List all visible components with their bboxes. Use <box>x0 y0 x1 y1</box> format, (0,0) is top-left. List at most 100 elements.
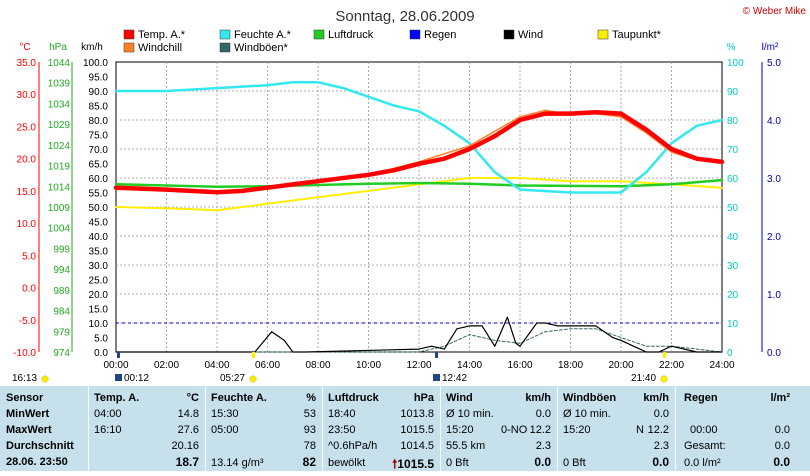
row-label-avg: Durchschnitt <box>6 440 74 452</box>
wind-tick-label: 25.0 <box>89 276 109 287</box>
time-tick-label: 10:00 <box>356 360 381 371</box>
pressure-tick-label: 1004 <box>48 224 71 235</box>
wind-tick-label: 75.0 <box>89 131 109 142</box>
temp-min: 14.8 <box>177 408 199 420</box>
rain-tick-label: 4.0 <box>767 116 781 127</box>
pressure-avg: 1014.5 <box>400 440 434 452</box>
pressure-min-time: 18:40 <box>328 408 356 420</box>
wind-tick-label: 15.0 <box>89 305 109 316</box>
gusts-max-direction: N <box>636 424 644 436</box>
moon-tick <box>117 352 120 358</box>
wind-tick-label: 95.0 <box>89 73 109 84</box>
time-tick-label: 04:00 <box>204 360 229 371</box>
time-tick-label: 20:00 <box>608 360 633 371</box>
temp-unit-label: °C <box>186 392 199 404</box>
axis-units: °C hPa km/h % l/m² <box>19 42 779 53</box>
rain-tick-label: 5.0 <box>767 58 781 69</box>
wind-tick-label: 45.0 <box>89 218 109 229</box>
weather-chart: Sonntag, 28.06.2009 © Weber Mike Temp. A… <box>12 6 806 384</box>
humidity-tick-label: 10 <box>727 319 739 330</box>
legend-label: Windchill <box>138 42 182 54</box>
legend-label: Feuchte A.* <box>234 29 292 41</box>
legend-label: Wind <box>518 29 543 41</box>
temp-tick-label: 35.0 <box>17 58 37 69</box>
rain-total: 0.0 <box>774 440 790 452</box>
humidity-tick-label: 30 <box>727 261 739 272</box>
pressure-tick-label: 974 <box>53 348 70 359</box>
gusts-current: 0.0 <box>652 455 669 469</box>
wind-tick-label: 5.0 <box>94 334 108 345</box>
temp-tick-label: 0.0 <box>22 284 36 295</box>
moonset-icon <box>433 374 440 381</box>
humidity-max-time: 05:00 <box>211 424 239 436</box>
temp-tick-label: -10.0 <box>13 348 36 359</box>
moonrise-icon <box>115 374 122 381</box>
pressure-unit-label: hPa <box>413 392 434 404</box>
rain-total-label: Gesamt: <box>684 440 726 452</box>
time-tick-label: 08:00 <box>305 360 330 371</box>
humidity-unit: % <box>727 42 736 53</box>
rain-current: 0.0 <box>773 455 790 469</box>
left-time-label: 16:13 <box>12 373 37 384</box>
time-tick-label: 06:00 <box>255 360 280 371</box>
humidity-tick-label: 0 <box>727 348 733 359</box>
temp-tick-label: 25.0 <box>17 122 37 133</box>
temp-header: Temp. A. <box>94 392 140 404</box>
wind-tick-label: 100.0 <box>83 58 108 69</box>
gusts-beaufort: 0 Bft <box>563 457 586 469</box>
temp-tick-label: 30.0 <box>17 90 37 101</box>
sun-tick <box>663 352 666 358</box>
wind-tick-label: 85.0 <box>89 102 109 113</box>
temp-current: 18.7 <box>175 455 199 469</box>
humidity-tick-label: 20 <box>727 290 739 301</box>
temp-avg: 20.16 <box>171 440 199 452</box>
humidity-tick-label: 100 <box>727 58 744 69</box>
legend-swatch <box>219 42 231 53</box>
sun-tick <box>252 352 255 358</box>
pressure-max-time: 23:50 <box>328 424 356 436</box>
pressure-tick-label: 994 <box>53 265 70 276</box>
humidity-tick-label: 60 <box>727 174 739 185</box>
temp-max-time: 16:10 <box>94 424 122 436</box>
wind-avg10: 0.0 <box>535 408 551 420</box>
pressure-unit: hPa <box>49 42 67 53</box>
wind-tick-label: 80.0 <box>89 116 109 127</box>
pressure-current-wrap: 🠕1015.5 <box>392 455 434 476</box>
humidity-avg: 78 <box>303 440 316 452</box>
wind-unit: km/h <box>81 42 103 53</box>
pressure-trend: ^0.6hPa/h <box>328 440 378 452</box>
wind-tick-label: 10.0 <box>89 319 109 330</box>
temp-unit: °C <box>19 42 30 53</box>
humidity-min: 53 <box>303 408 316 420</box>
sunrise-time: 05:27 <box>220 373 245 384</box>
row-label-sensor: Sensor <box>6 392 44 404</box>
row-label-current: 28.06. 23:50 <box>6 456 68 468</box>
series-line-wind <box>115 316 723 353</box>
legend-swatch <box>409 29 421 40</box>
humidity-tick-label: 80 <box>727 116 739 127</box>
rain-tick-label: 2.0 <box>767 232 781 243</box>
chart-title: Sonntag, 28.06.2009 <box>335 8 474 25</box>
moonrise-time: 00:12 <box>124 373 149 384</box>
row-label-min: MinWert <box>6 408 50 420</box>
time-tick-label: 12:00 <box>406 360 431 371</box>
series-line-luftdruck <box>114 178 724 188</box>
sunset-time: 21:40 <box>631 373 656 384</box>
wind-tick-label: 35.0 <box>89 247 109 258</box>
legend-swatch <box>503 29 515 40</box>
legend-swatch <box>597 29 609 40</box>
moonset-time: 12:42 <box>442 373 467 384</box>
humidity-tick-label: 70 <box>727 145 739 156</box>
wind-tick-label: 65.0 <box>89 160 109 171</box>
humidity-header: Feuchte A. <box>211 392 267 404</box>
series-line-taupunkt <box>115 177 723 212</box>
legend-label: Luftdruck <box>328 29 374 41</box>
gusts-header: Windböen <box>563 392 617 404</box>
sunset-icon <box>660 375 668 383</box>
legend-swatch <box>219 29 231 40</box>
time-tick-label: 00:00 <box>103 360 128 371</box>
humidity-tick-label: 90 <box>727 87 739 98</box>
wind-current: 0.0 <box>534 455 551 469</box>
legend-label: Regen <box>424 29 456 41</box>
legend-label: Windböen* <box>234 42 289 54</box>
